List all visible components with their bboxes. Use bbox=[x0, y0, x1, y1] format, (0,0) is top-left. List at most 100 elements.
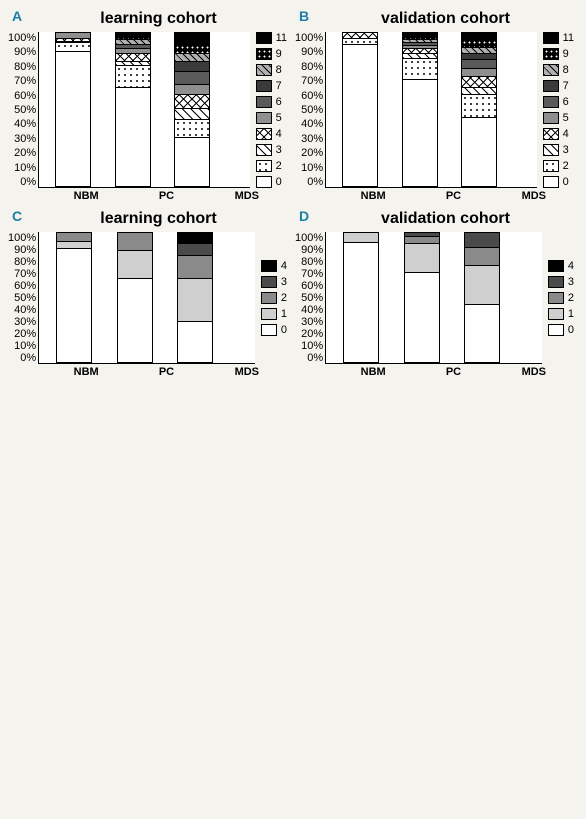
legend-item: 8 bbox=[543, 64, 574, 76]
legend-swatch bbox=[548, 324, 564, 336]
legend-swatch bbox=[543, 112, 559, 124]
legend-item: 4 bbox=[543, 128, 574, 140]
ytick-label: 100% bbox=[295, 232, 323, 244]
ytick-label: 10% bbox=[295, 162, 323, 174]
bar-segment bbox=[178, 233, 212, 243]
ytick-label: 90% bbox=[295, 244, 323, 256]
bar-segment bbox=[462, 39, 496, 47]
legend-label: 0 bbox=[276, 176, 282, 188]
ytick-label: 90% bbox=[8, 46, 36, 58]
plot bbox=[325, 232, 542, 364]
bar-segment bbox=[175, 119, 209, 137]
legend-item: 11 bbox=[543, 32, 574, 44]
panel-b: B validation cohort 0%10%20%30%40%50%60%… bbox=[295, 8, 578, 202]
bar-segment bbox=[178, 321, 212, 362]
bar-segment bbox=[118, 278, 152, 362]
stacked-bar bbox=[464, 232, 500, 363]
legend-label: 3 bbox=[563, 144, 569, 156]
legend-swatch bbox=[256, 144, 272, 156]
ytick-label: 100% bbox=[295, 32, 323, 44]
xtick-label: MDS bbox=[516, 366, 552, 378]
bar-segment bbox=[405, 243, 439, 271]
bar-segment bbox=[178, 243, 212, 255]
legend-label: 11 bbox=[563, 32, 574, 44]
xtick-label: MDS bbox=[516, 190, 552, 202]
legend-label: 1 bbox=[281, 308, 287, 320]
bar-segment bbox=[462, 68, 496, 76]
ytick-label: 40% bbox=[295, 304, 323, 316]
bar-segment bbox=[175, 33, 209, 44]
bar-segment bbox=[178, 278, 212, 321]
y-axis: 0%10%20%30%40%50%60%70%80%90%100% bbox=[295, 32, 325, 188]
ytick-label: 10% bbox=[8, 162, 36, 174]
bar-segment bbox=[175, 53, 209, 61]
xtick-label: NBM bbox=[68, 366, 104, 378]
bar-segment bbox=[465, 304, 499, 362]
legend-item: 9 bbox=[256, 48, 287, 60]
plot bbox=[38, 232, 255, 364]
xtick-label: NBM bbox=[355, 366, 391, 378]
panel-label: C bbox=[12, 208, 22, 224]
legend-item: 7 bbox=[543, 80, 574, 92]
bar-segment bbox=[462, 76, 496, 87]
chart-title: validation cohort bbox=[295, 10, 578, 28]
ytick-label: 40% bbox=[8, 118, 36, 130]
legend-swatch bbox=[543, 32, 559, 44]
legend-swatch bbox=[543, 144, 559, 156]
legend-item: 4 bbox=[261, 260, 287, 272]
legend-label: 6 bbox=[276, 96, 282, 108]
ytick-label: 10% bbox=[8, 340, 36, 352]
ytick-label: 0% bbox=[8, 176, 36, 188]
bar-segment bbox=[462, 94, 496, 117]
bar-segment bbox=[344, 242, 378, 362]
ytick-label: 0% bbox=[295, 352, 323, 364]
stacked-bar bbox=[177, 232, 213, 363]
legend-label: 4 bbox=[563, 128, 569, 140]
legend-label: 4 bbox=[281, 260, 287, 272]
chart-area: 0%10%20%30%40%50%60%70%80%90%100% 43210 bbox=[295, 232, 578, 364]
ytick-label: 60% bbox=[295, 280, 323, 292]
legend-item: 2 bbox=[543, 160, 574, 172]
ytick-label: 90% bbox=[8, 244, 36, 256]
legend-swatch bbox=[256, 160, 272, 172]
legend-label: 2 bbox=[563, 160, 569, 172]
bar-segment bbox=[56, 42, 90, 51]
legend-swatch bbox=[261, 260, 277, 272]
ytick-label: 0% bbox=[8, 352, 36, 364]
bar-segment bbox=[175, 94, 209, 108]
bar-segment bbox=[57, 241, 91, 249]
legend-swatch bbox=[548, 276, 564, 288]
legend-label: 0 bbox=[281, 324, 287, 336]
bar-segment bbox=[56, 51, 90, 186]
x-axis: NBMPCMDS bbox=[42, 364, 291, 378]
bar-segment bbox=[118, 233, 152, 250]
legend-item: 1 bbox=[548, 308, 574, 320]
legend-swatch bbox=[256, 80, 272, 92]
stacked-bar bbox=[343, 232, 379, 363]
ytick-label: 50% bbox=[8, 292, 36, 304]
bar-segment bbox=[465, 233, 499, 247]
ytick-label: 70% bbox=[8, 75, 36, 87]
bar-segment bbox=[405, 272, 439, 362]
ytick-label: 20% bbox=[8, 147, 36, 159]
legend-item: 0 bbox=[548, 324, 574, 336]
bar-segment bbox=[175, 108, 209, 119]
ytick-label: 40% bbox=[295, 118, 323, 130]
legend-swatch bbox=[543, 96, 559, 108]
legend-label: 5 bbox=[563, 112, 569, 124]
x-axis: NBMPCMDS bbox=[329, 188, 578, 202]
bar-segment bbox=[116, 53, 150, 61]
legend-item: 2 bbox=[548, 292, 574, 304]
legend-label: 7 bbox=[276, 80, 282, 92]
ytick-label: 80% bbox=[295, 61, 323, 73]
legend-swatch bbox=[543, 128, 559, 140]
xtick-label: PC bbox=[148, 366, 184, 378]
plot bbox=[38, 32, 249, 188]
ytick-label: 40% bbox=[8, 304, 36, 316]
ytick-label: 20% bbox=[295, 147, 323, 159]
legend-label: 11 bbox=[276, 32, 287, 44]
chart-area: 0%10%20%30%40%50%60%70%80%90%100% 43210 bbox=[8, 232, 291, 364]
legend-swatch bbox=[548, 292, 564, 304]
ytick-label: 10% bbox=[295, 340, 323, 352]
stacked-bar bbox=[115, 32, 151, 187]
